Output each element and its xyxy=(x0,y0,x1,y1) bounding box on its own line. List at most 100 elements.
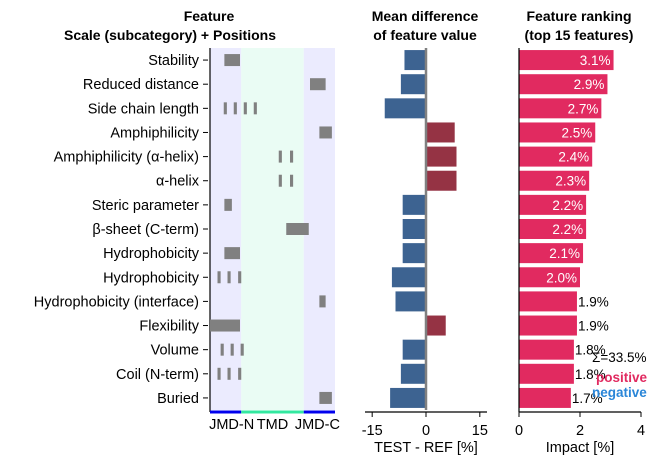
row-label: α-helix xyxy=(156,174,200,190)
mean-difference-bar xyxy=(426,122,455,143)
position-mark xyxy=(230,343,234,356)
impact-label: 2.5% xyxy=(561,125,592,140)
meandiff-panel-title-1: Mean difference xyxy=(372,8,479,24)
mean-difference-bar xyxy=(402,243,426,264)
position-mark xyxy=(319,391,332,404)
ranking-panel-title-2: (top 15 features) xyxy=(525,27,634,43)
impact-bar xyxy=(519,291,577,312)
feature-position-marks xyxy=(210,54,332,404)
impact-label: 1.7% xyxy=(572,391,603,406)
impact-label: 1.9% xyxy=(578,294,609,309)
position-mark xyxy=(217,271,221,284)
impact-label: 1.8% xyxy=(575,367,606,382)
impact-label: 1.9% xyxy=(578,319,609,334)
position-mark xyxy=(238,271,242,284)
row-label: Side chain length xyxy=(88,101,199,117)
legend-total: Σ=33.5% xyxy=(592,350,647,365)
position-mark xyxy=(217,367,221,380)
mean-difference-bar xyxy=(391,267,426,288)
meandiff-tick-label: -15 xyxy=(362,423,383,439)
position-mark xyxy=(227,367,231,380)
row-label: Hydrophobicity xyxy=(103,270,200,286)
impact-bar xyxy=(519,74,608,95)
position-mark xyxy=(233,102,237,115)
impact-label: 2.9% xyxy=(574,77,605,92)
mean-difference-bar xyxy=(402,194,426,215)
position-mark xyxy=(290,150,294,163)
meandiff-xlabel: TEST - REF [%] xyxy=(374,440,478,456)
position-mark xyxy=(238,367,242,380)
impact-bar xyxy=(519,122,596,143)
impact-label: 2.0% xyxy=(546,270,577,285)
position-mark xyxy=(290,174,294,187)
impact-bar xyxy=(519,194,587,215)
row-label: Stability xyxy=(148,53,200,69)
position-mark xyxy=(310,78,326,91)
row-label: Volume xyxy=(151,343,199,359)
ranking-xlabel: Impact [%] xyxy=(546,440,615,456)
feature-panel-background xyxy=(209,48,335,414)
position-mark xyxy=(224,54,240,67)
position-mark xyxy=(319,295,326,308)
row-label: Amphiphilicity xyxy=(110,125,199,141)
mean-difference-bar xyxy=(426,315,446,336)
impact-label: 2.4% xyxy=(558,150,589,165)
impact-label: 2.7% xyxy=(568,101,599,116)
mean-difference-bar xyxy=(395,291,426,312)
impact-label: 2.1% xyxy=(549,246,580,261)
position-mark xyxy=(223,102,227,115)
legend-positive: positive xyxy=(596,370,648,385)
impact-bar xyxy=(519,146,593,167)
position-mark xyxy=(286,223,309,235)
ranking-tick-label: 4 xyxy=(637,423,645,439)
position-mark xyxy=(240,343,244,356)
feature-panel-title-1: Feature xyxy=(184,8,235,24)
ranking-axis: 0 2 4 xyxy=(515,48,645,439)
impact-bar xyxy=(519,50,614,71)
mean-difference-bars xyxy=(384,50,457,408)
ranking-tick-label: 0 xyxy=(515,423,523,439)
row-label: Hydrophobicity xyxy=(103,246,200,262)
impact-bar xyxy=(519,170,590,191)
impact-bar xyxy=(519,363,574,384)
position-mark xyxy=(319,126,332,139)
impact-label: 1.8% xyxy=(575,343,606,358)
impact-label: 2.3% xyxy=(555,174,586,189)
mean-difference-bar xyxy=(404,50,426,71)
feature-panel-title-2: Scale (subcategory) + Positions xyxy=(64,27,276,43)
position-mark xyxy=(210,319,240,332)
mean-difference-bar xyxy=(384,98,426,119)
impact-bar xyxy=(519,243,584,264)
impact-bar xyxy=(519,387,571,408)
row-label: β-sheet (C-term) xyxy=(92,222,199,238)
region-label-tmd: TMD xyxy=(257,417,288,433)
mean-difference-bar xyxy=(400,363,426,384)
meandiff-panel-title-2: of feature value xyxy=(373,27,477,43)
region-label-jmd-n: JMD-N xyxy=(209,417,254,433)
impact-bar xyxy=(519,267,580,288)
feature-row-labels: Stability Reduced distance Side chain leng… xyxy=(34,53,208,407)
row-label: Reduced distance xyxy=(83,77,199,93)
row-label: Hydrophobicity (interface) xyxy=(34,294,199,310)
position-mark xyxy=(253,102,257,115)
mean-difference-axis: -15 0 15 xyxy=(362,48,488,439)
region-labels: JMD-N TMD JMD-C xyxy=(209,417,340,433)
mean-difference-bar xyxy=(426,170,457,191)
impact-bar xyxy=(519,339,574,360)
position-mark xyxy=(278,150,282,163)
position-mark xyxy=(243,102,247,115)
row-label: Buried xyxy=(157,391,199,407)
impact-bar xyxy=(519,98,602,119)
mean-difference-bar xyxy=(400,74,426,95)
position-mark xyxy=(227,271,231,284)
impact-label: 2.2% xyxy=(552,222,583,237)
ranking-panel-title-1: Feature ranking xyxy=(526,8,631,24)
impact-bar xyxy=(519,219,587,239)
ranking-bars: 3.1% 2.9% 2.7% 2.5% 2.4% 2.3% 2.2% 2.2% 2.1% 2.0%… xyxy=(519,50,614,408)
meandiff-tick-label: 15 xyxy=(472,423,488,439)
impact-label: 2.2% xyxy=(552,198,583,213)
jmd-n-background xyxy=(210,48,242,410)
ranking-tick-label: 2 xyxy=(576,423,584,439)
position-mark xyxy=(224,247,240,260)
